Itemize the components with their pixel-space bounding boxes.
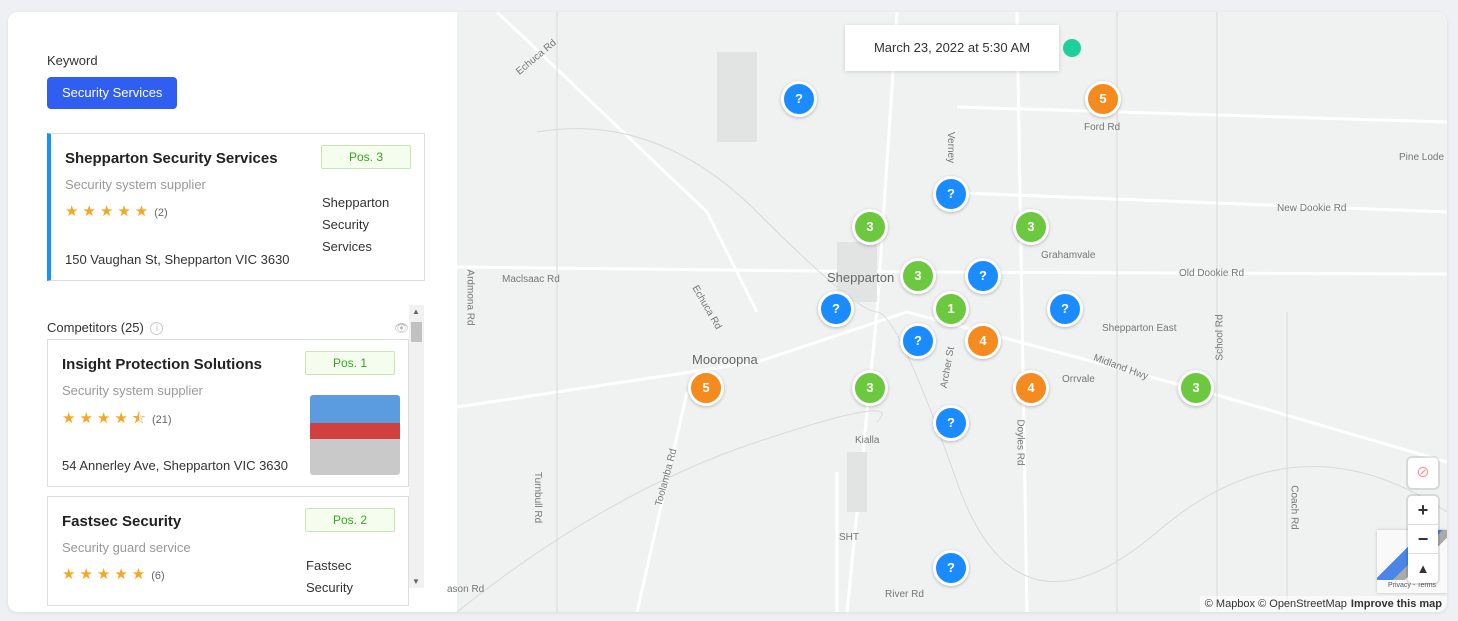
eye-icon[interactable]: 👁	[394, 321, 410, 335]
rank-marker[interactable]: 5	[1085, 81, 1121, 117]
map-label: New Dookie Rd	[1277, 203, 1347, 214]
rank-marker[interactable]: 4	[1013, 370, 1049, 406]
review-count: (2)	[154, 207, 168, 219]
review-count: (21)	[152, 414, 172, 426]
business-category: Security system supplier	[65, 177, 206, 192]
map-label: Orrvale	[1062, 374, 1095, 385]
timestamp-tooltip: March 23, 2022 at 5:30 AM	[845, 25, 1059, 71]
main-card: Keyword Security Services Shepparton Sec…	[8, 12, 1447, 612]
rating-stars: ★★★★⯪ (21)	[62, 408, 172, 433]
rank-marker[interactable]: 1	[933, 291, 969, 327]
business-category: Security guard service	[62, 540, 191, 555]
zoom-controls: + − ▲	[1408, 496, 1438, 583]
map-label: Verney	[945, 131, 957, 164]
main-business-card[interactable]: Shepparton Security Services Security sy…	[47, 133, 425, 281]
recaptcha-text[interactable]: Privacy - Terms	[1387, 582, 1437, 589]
competitors-scrollbar[interactable]: ▲ ▼	[409, 305, 424, 588]
map-label: Shepparton	[827, 270, 895, 285]
map-label: Coach Rd	[1288, 485, 1300, 530]
left-panel: Keyword Security Services Shepparton Sec…	[8, 12, 457, 612]
info-icon[interactable]: i	[150, 322, 164, 335]
business-name: Insight Protection Solutions	[62, 356, 262, 373]
map-label: School Rd	[1214, 314, 1226, 361]
keyword-label: Keyword	[47, 53, 98, 68]
status-dot	[1063, 39, 1081, 57]
position-badge: Pos. 2	[305, 508, 395, 532]
map-label: Shepparton East	[1102, 323, 1177, 334]
rank-marker[interactable]: 3	[1013, 209, 1049, 245]
location-disabled-icon[interactable]: ⊘	[1408, 458, 1438, 488]
map-label: Grahamvale	[1041, 250, 1096, 261]
map-label: Mooroopna	[692, 352, 758, 367]
star-icons: ★★★★★	[65, 203, 153, 220]
rank-marker[interactable]: 3	[900, 258, 936, 294]
competitor-card[interactable]: Insight Protection Solutions Security sy…	[47, 339, 409, 487]
map-label: Old Dookie Rd	[1179, 268, 1245, 279]
map-label: ason Rd	[447, 584, 485, 595]
map-label: Turnbull Rd	[532, 471, 544, 524]
map-roads	[457, 12, 1447, 612]
business-address: 54 Annerley Ave, Shepparton VIC 3630	[62, 458, 288, 473]
position-badge: Pos. 1	[305, 351, 395, 375]
rank-marker[interactable]: ?	[933, 550, 969, 586]
keyword-button[interactable]: Security Services	[47, 77, 178, 109]
competitor-card[interactable]: Fastsec Security Security guard service …	[47, 496, 409, 606]
map-attribution: © Mapbox © OpenStreetMap Improve this map	[1199, 596, 1447, 612]
map-label: Maclsaac Rd	[502, 274, 560, 285]
compass-button[interactable]: ▲	[1416, 561, 1430, 576]
rating-stars: ★★★★★ (6)	[62, 565, 165, 583]
rank-marker[interactable]: 4	[965, 323, 1001, 359]
scroll-thumb[interactable]	[411, 322, 422, 342]
rank-marker[interactable]: ?	[933, 405, 969, 441]
map-label: SHT	[839, 532, 859, 543]
map-label: Doyles Rd	[1014, 419, 1026, 466]
business-category: Security system supplier	[62, 383, 203, 398]
rank-marker[interactable]: 3	[1178, 370, 1214, 406]
business-name: Fastsec Security	[62, 513, 182, 530]
position-badge: Pos. 3	[321, 145, 411, 169]
rating-stars: ★★★★★ (2)	[65, 202, 168, 220]
improve-map-link[interactable]: Improve this map	[1350, 598, 1442, 610]
rank-marker[interactable]: ?	[933, 176, 969, 212]
scroll-down-icon[interactable]: ▼	[412, 577, 420, 586]
scroll-up-icon[interactable]: ▲	[412, 307, 420, 316]
competitors-label: Competitors (25) i	[47, 320, 164, 335]
star-icons: ★★★★★	[62, 566, 150, 583]
review-count: (6)	[151, 570, 165, 582]
rank-marker[interactable]: ?	[1047, 291, 1083, 327]
map-label: Kialla	[855, 435, 880, 446]
business-image-broken: Fastsec Security	[306, 558, 353, 595]
rank-marker[interactable]: ?	[900, 323, 936, 359]
zoom-in-button[interactable]: +	[1408, 496, 1438, 525]
rank-marker[interactable]: 5	[688, 370, 724, 406]
rank-marker[interactable]: 3	[852, 209, 888, 245]
rank-marker[interactable]: 3	[852, 370, 888, 406]
business-image-broken: Shepparton Security Services	[322, 195, 390, 254]
rank-marker[interactable]: ?	[965, 258, 1001, 294]
rank-marker[interactable]: ?	[818, 291, 854, 327]
zoom-out-button[interactable]: −	[1408, 525, 1438, 554]
map-label: Ford Rd	[1084, 122, 1121, 133]
business-address: 150 Vaughan St, Shepparton VIC 3630	[65, 252, 290, 267]
attribution-text[interactable]: © Mapbox © OpenStreetMap	[1204, 598, 1347, 610]
business-name: Shepparton Security Services	[65, 150, 278, 167]
star-icons: ★★★★⯪	[62, 410, 150, 427]
map-label: River Rd	[885, 589, 924, 600]
rank-marker[interactable]: ?	[781, 81, 817, 117]
map-label: Ardmona Rd	[464, 269, 476, 326]
business-photo	[310, 395, 400, 475]
map[interactable]: Echuca Rd Ford Rd Pine Lode New Dookie Rd Gr…	[447, 12, 1447, 612]
competitors-count: Competitors (25)	[47, 320, 144, 335]
map-label: Pine Lode	[1399, 152, 1445, 163]
